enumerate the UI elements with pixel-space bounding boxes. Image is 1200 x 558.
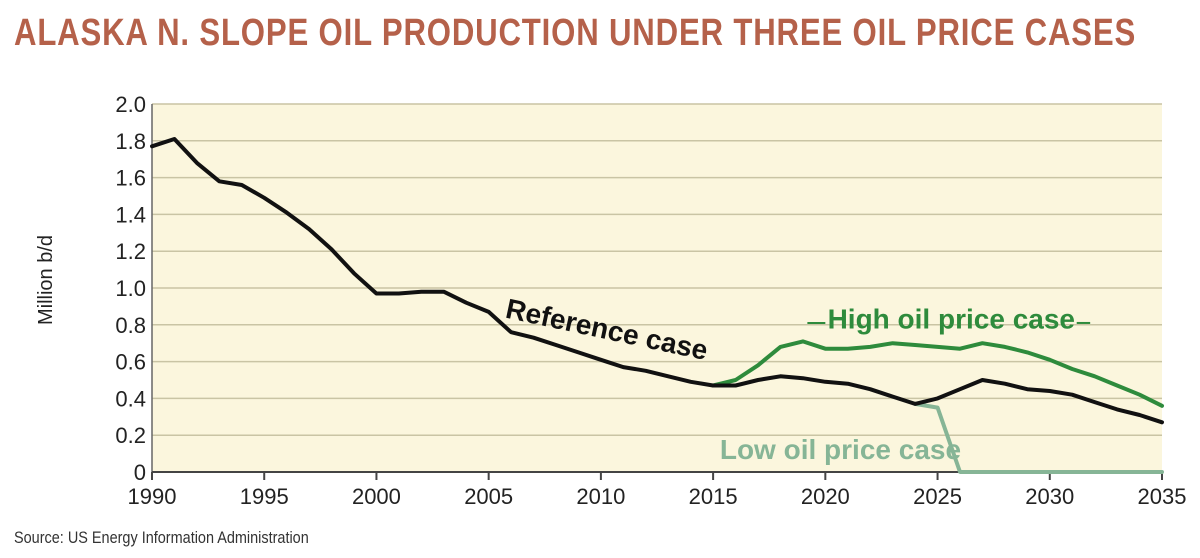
series-lines bbox=[150, 137, 1164, 474]
y-tick-label: 0.8 bbox=[115, 313, 146, 338]
gridlines bbox=[151, 103, 1162, 473]
y-tick-label: 1.4 bbox=[115, 202, 146, 227]
source-note: Source: US Energy Information Administra… bbox=[14, 528, 309, 547]
x-tick-label: 2020 bbox=[801, 484, 850, 509]
x-tick-label: 2035 bbox=[1138, 484, 1187, 509]
y-tick-label: 2.0 bbox=[115, 92, 146, 117]
low-price-case-label: Low oil price case bbox=[720, 434, 961, 465]
x-tick-label: 1990 bbox=[128, 484, 177, 509]
x-tick-label: 2025 bbox=[913, 484, 962, 509]
low-price-case-line bbox=[913, 401, 1164, 474]
x-tick-label: 2030 bbox=[1025, 484, 1074, 509]
y-tick-label: 0.4 bbox=[115, 386, 146, 411]
series-annotations: Reference case High oil price case Low o… bbox=[503, 293, 1091, 465]
x-tick-label: 2010 bbox=[576, 484, 625, 509]
y-tick-label: 1.8 bbox=[115, 129, 146, 154]
y-tick-label: 1.0 bbox=[115, 276, 146, 301]
x-tick-label: 1995 bbox=[240, 484, 289, 509]
y-tick-label: 0.6 bbox=[115, 350, 146, 375]
y-tick-label: 0.2 bbox=[115, 423, 146, 448]
x-tick-label: 2005 bbox=[464, 484, 513, 509]
chart-title: ALASKA N. SLOPE OIL PRODUCTION UNDER THR… bbox=[14, 12, 1137, 54]
y-tick-label: 1.2 bbox=[115, 239, 146, 264]
y-tick-label: 0 bbox=[134, 460, 146, 485]
high-price-case-line bbox=[711, 339, 1164, 408]
y-axis-ticks: 0 0.2 0.4 0.6 0.8 1.0 1.2 1.4 1.6 1.8 2.0 bbox=[115, 92, 146, 485]
reference-case-line bbox=[150, 137, 1164, 425]
x-tick-label: 2000 bbox=[352, 484, 401, 509]
x-axis-ticks: 1990 1995 2000 2005 2010 2015 2020 2025 2030 2035 bbox=[128, 472, 1187, 509]
y-tick-label: 1.6 bbox=[115, 166, 146, 191]
y-axis-label: Million b/d bbox=[35, 235, 57, 325]
x-tick-label: 2015 bbox=[689, 484, 738, 509]
high-price-case-label: High oil price case bbox=[828, 303, 1075, 334]
